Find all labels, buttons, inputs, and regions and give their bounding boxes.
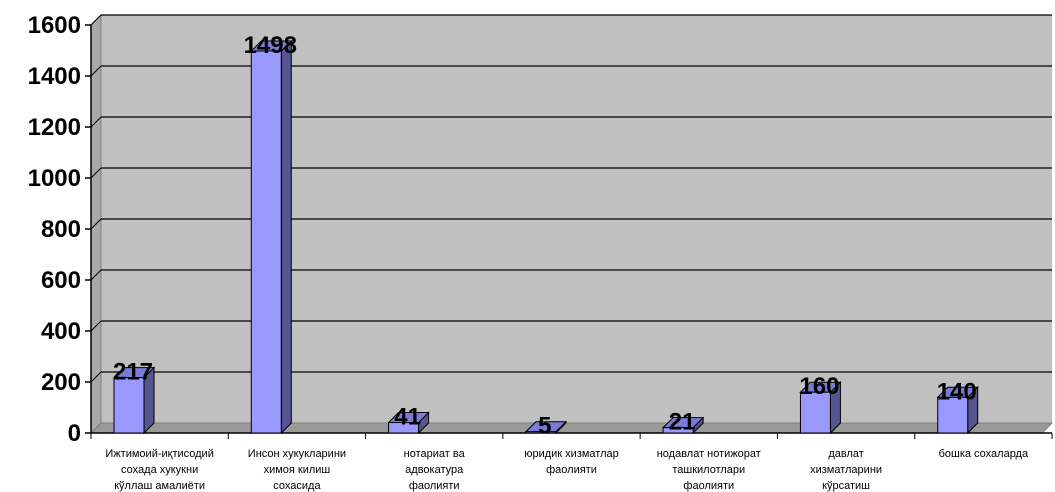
x-tick-labels: Ижтимоий-иқтисодий сохада хукукни кўллаш а… [105,448,1029,492]
data-label: 41 [394,404,421,431]
y-tick-labels: 0 200 400 600 800 1000 1200 1400 1600 [28,12,81,447]
data-label: 140 [937,378,977,405]
bar [524,420,568,435]
x-tick-label: Ижтимоий-иқтисодий сохада хукукни кўллаш а… [105,448,213,492]
bar [387,411,430,435]
gridline-diagonal [90,218,102,230]
data-labels: 217 1498 41 5 21 160 140 [113,32,977,440]
y-tick-label: 1400 [28,63,81,90]
x-tick-label: юридик хизматлар фаолияти [524,448,619,476]
bar-front [388,422,420,434]
y-tick-label: 600 [41,267,81,294]
data-label: 21 [669,409,696,436]
x-tick-label: бошка сохаларда [939,448,1029,460]
x-tick-label: Инсон хукукларини химоя килиш сохасида [248,448,346,492]
gridline-diagonal [90,371,102,383]
bar [661,416,705,435]
y-tick-label: 0 [68,420,81,447]
x-tick-label: нодавлат нотижорат ташкилотлари фаолияти [657,448,761,492]
gridline-diagonal [90,320,102,332]
y-tick-label: 1600 [28,12,81,39]
gridline-diagonal [90,14,102,26]
bar-side [280,39,292,435]
y-tick-label: 800 [41,216,81,243]
bar [936,386,979,435]
bar-front [799,391,831,434]
bar-front [250,50,282,434]
y-tick-label: 1000 [28,165,81,192]
bar-front [525,431,557,434]
x-tick-label: давлат хизматларини кўрсатиш [810,448,882,492]
bar [799,380,842,435]
bar [250,39,293,435]
data-label: 5 [538,413,551,440]
gridline-diagonal [90,65,102,77]
x-tick-label: нотариат ва адвокатура фаолияти [404,448,466,492]
gridline-diagonal [90,116,102,128]
plot-area [89,13,1054,435]
bar-front [113,377,145,434]
plot-wall [91,15,1052,433]
bar [112,366,156,435]
bar-front [937,396,969,434]
gridline-diagonal [90,269,102,281]
gridline-diagonal [90,167,102,179]
bar-front [662,427,694,434]
y-tick-label: 200 [41,369,81,396]
bars [112,39,979,435]
data-label: 217 [113,359,153,386]
y-tick-label: 1200 [28,114,81,141]
y-tick-label: 400 [41,318,81,345]
data-label: 1498 [244,32,297,59]
data-label: 160 [799,373,839,400]
plot-floor [89,422,1054,434]
